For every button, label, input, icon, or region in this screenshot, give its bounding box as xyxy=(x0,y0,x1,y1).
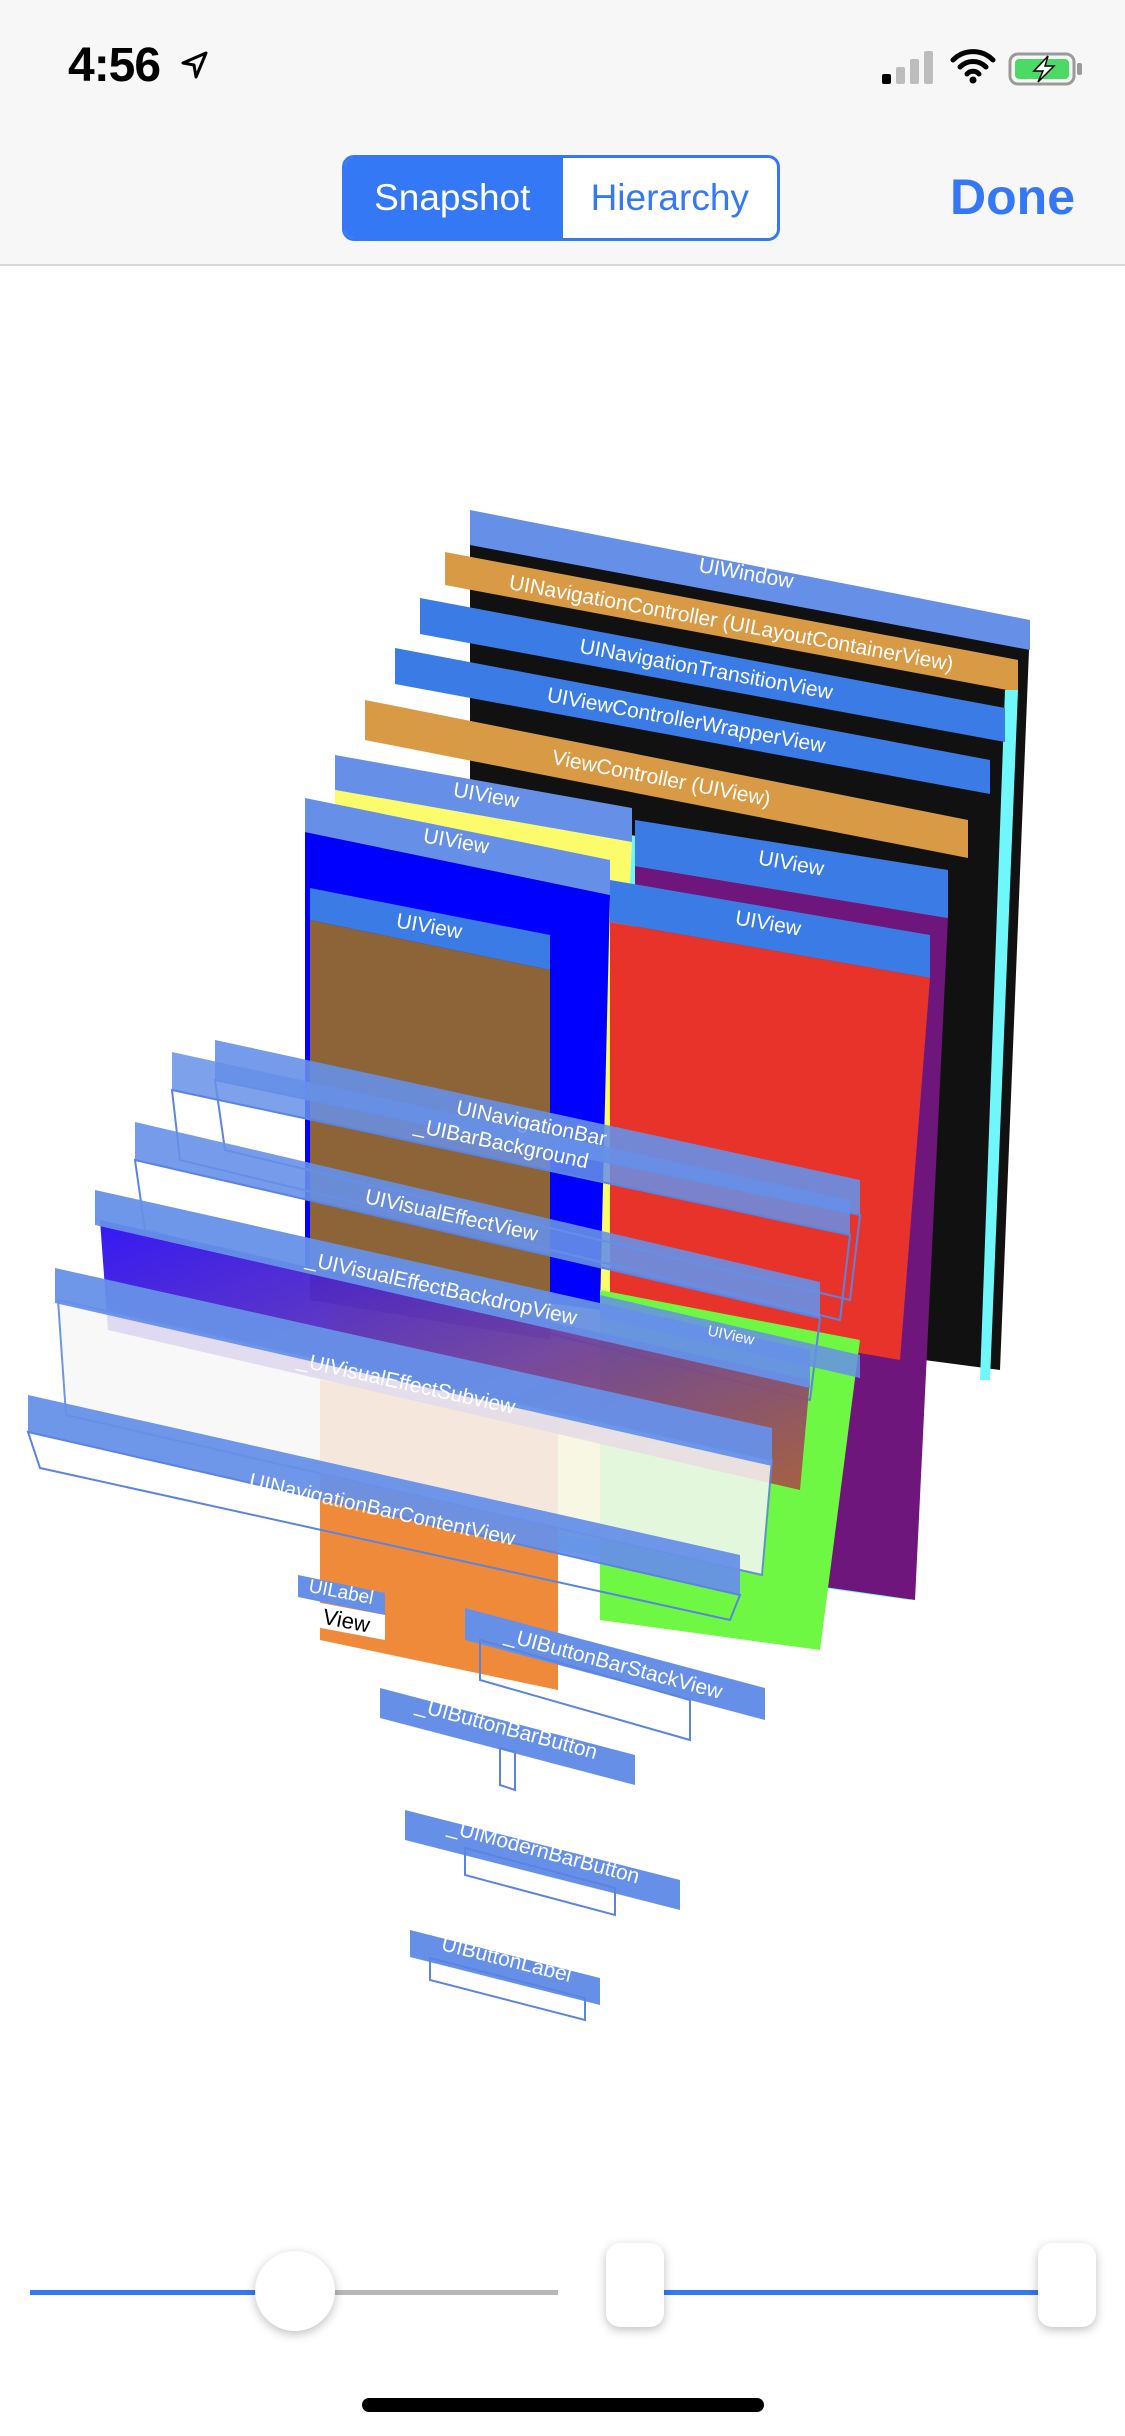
layer-uibuttonbarbutton-frame xyxy=(499,1746,516,1792)
range-slider-max-thumb[interactable] xyxy=(1038,2243,1096,2327)
layer-view-label-body[interactable] xyxy=(305,1600,385,1640)
layer-viewcontroller-header[interactable] xyxy=(365,700,968,858)
layer-uibuttonbarstackview-frame xyxy=(479,1638,691,1742)
layer-uinavigationbarcontentview-frame xyxy=(26,1430,742,1622)
layer-uinavigationtransitionview-header[interactable] xyxy=(420,598,1005,742)
layer-uibuttonlabel-header[interactable] xyxy=(410,1930,600,2005)
layer-uinavigationcontroller-header[interactable] xyxy=(445,552,1018,692)
done-button[interactable]: Done xyxy=(950,169,1075,225)
layer-uiview-header-4[interactable] xyxy=(610,880,930,978)
layer-uiview-header-5[interactable] xyxy=(310,888,550,970)
status-time: 4:56 xyxy=(68,39,161,92)
layer-uivisualeffectview-header[interactable] xyxy=(135,1122,820,1318)
layer-uivisualeffectbackdropview-header[interactable] xyxy=(95,1190,810,1388)
layer-uiview-header-1[interactable] xyxy=(335,755,632,842)
layer-uinavigationcontroller-body[interactable] xyxy=(980,690,1018,1380)
layer-uiview-header-3[interactable] xyxy=(305,798,610,895)
layer-uibuttonbarbutton-header[interactable] xyxy=(380,1688,635,1785)
segment-hierarchy[interactable]: Hierarchy xyxy=(559,158,778,238)
layer-uiview-small-header[interactable] xyxy=(600,1295,860,1378)
layer-uinavigationbarcontentview-header[interactable] xyxy=(28,1395,740,1595)
layer-uibuttonlabel-frame xyxy=(429,1956,586,2022)
layer-uimodernbarbutton-frame xyxy=(464,1846,616,1917)
depth-slider-track-empty[interactable] xyxy=(295,2290,558,2295)
layer-uiview-header-2[interactable] xyxy=(635,820,948,918)
segment-snapshot[interactable]: Snapshot xyxy=(345,158,560,238)
layer-red-view[interactable] xyxy=(610,922,930,1360)
range-slider-track[interactable] xyxy=(640,2290,1040,2295)
layer-uibarbackground-header[interactable] xyxy=(172,1052,850,1235)
cellular-signal-icon xyxy=(882,51,933,84)
view-mode-segmented-control[interactable]: Snapshot Hierarchy xyxy=(342,155,780,241)
layer-uivisualeffectsubview-header[interactable] xyxy=(55,1268,772,1466)
depth-slider-track-filled[interactable] xyxy=(30,2290,295,2295)
layer-uibuttonbarstackview-header[interactable] xyxy=(465,1608,765,1720)
depth-slider-thumb[interactable] xyxy=(255,2251,335,2331)
view-hierarchy-3d-canvas[interactable]: UIWindow UINavigationController (UILayou… xyxy=(0,266,1125,2166)
status-bar: 4:56 xyxy=(0,0,1125,132)
layer-uiviewcontrollerwrapperview-header[interactable] xyxy=(395,648,990,794)
layer-uiwindow-header[interactable] xyxy=(470,510,1030,650)
layer-uilabel-header[interactable] xyxy=(298,1575,385,1615)
range-slider-min-thumb[interactable] xyxy=(606,2243,664,2327)
home-indicator xyxy=(362,2398,764,2412)
location-arrow-icon xyxy=(181,51,208,79)
battery-charging-icon xyxy=(1008,52,1082,86)
layer-uimodernbarbutton-header[interactable] xyxy=(405,1810,680,1910)
wifi-icon xyxy=(950,49,996,84)
